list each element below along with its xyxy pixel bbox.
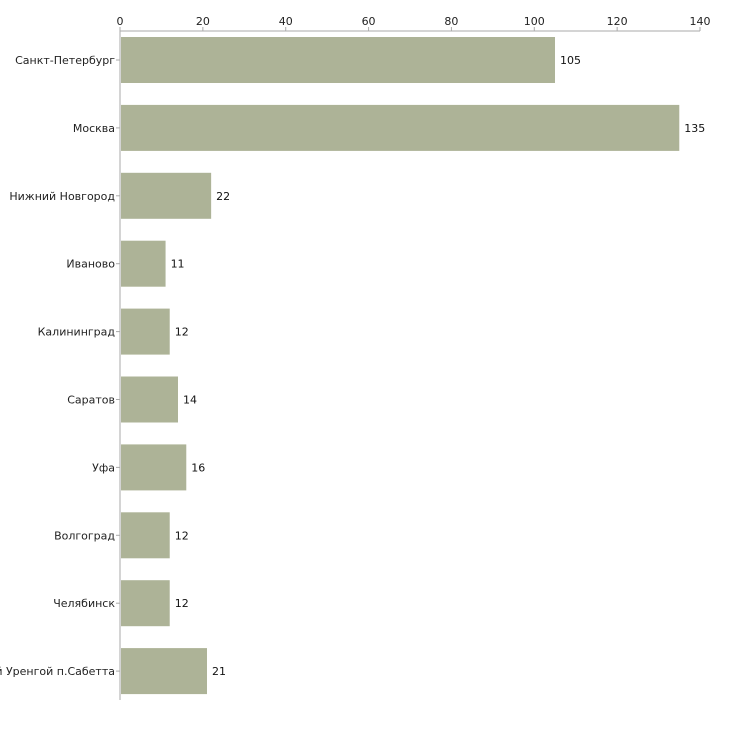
x-tick-label: 120 (607, 15, 628, 28)
x-tick-label: 20 (196, 15, 210, 28)
x-tick-label: 40 (279, 15, 293, 28)
value-label: 21 (212, 665, 226, 678)
x-tick-label: 140 (690, 15, 711, 28)
category-label: Нижний Новгород (9, 190, 115, 203)
bar (121, 37, 555, 83)
category-label: Москва (73, 122, 115, 135)
x-tick-label: 100 (524, 15, 545, 28)
category-label: Уфа (92, 461, 115, 474)
x-tick-label: 60 (362, 15, 376, 28)
bar (121, 444, 187, 491)
bar (121, 580, 170, 627)
bar (121, 172, 212, 219)
value-label: 105 (560, 54, 581, 67)
bar (121, 104, 680, 151)
category-label: Волгоград (54, 529, 115, 542)
bar (121, 648, 207, 695)
bar (121, 512, 170, 559)
axis-layer: 0 20 40 60 80 100 120 140 (116, 15, 711, 700)
value-label: 12 (175, 529, 189, 542)
bar (121, 376, 178, 423)
value-label: 14 (183, 394, 197, 407)
value-label: 11 (171, 258, 185, 271)
x-tick-label: 0 (117, 15, 124, 28)
bars-layer (121, 37, 680, 695)
bar (121, 308, 170, 355)
category-label: Санкт-Петербург (15, 54, 115, 67)
bar (121, 240, 166, 287)
value-label: 22 (216, 190, 230, 203)
labels-layer: Санкт-Петербург 105 Москва 135 Нижний Новгор… (0, 54, 705, 678)
value-label: 12 (175, 326, 189, 339)
category-label: Иваново (66, 258, 115, 271)
value-label: 16 (191, 461, 205, 474)
category-label: Челябинск (53, 597, 115, 610)
category-label: Саратов (67, 394, 115, 407)
value-label: 135 (684, 122, 705, 135)
category-label: Новый Уренгой п.Сабетта (0, 665, 115, 678)
value-label: 12 (175, 597, 189, 610)
category-label: Калининград (38, 326, 116, 339)
x-tick-label: 80 (444, 15, 458, 28)
